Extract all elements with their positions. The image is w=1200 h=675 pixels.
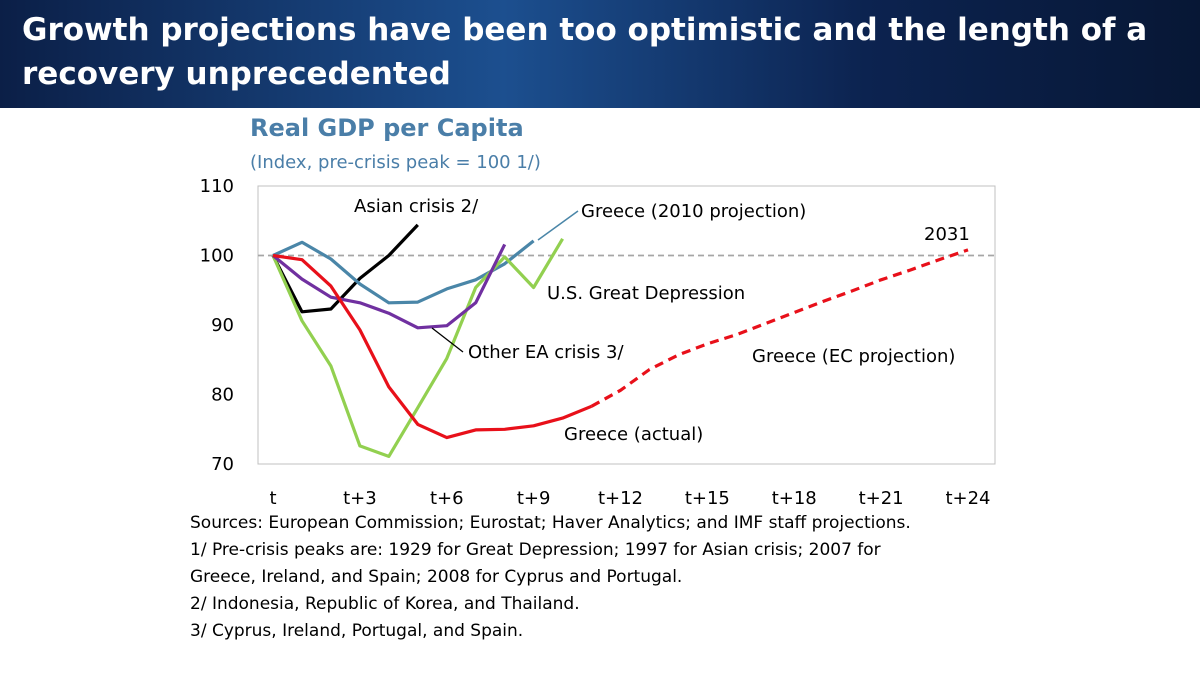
y-tick-label: 110 — [200, 176, 234, 197]
chart-subtitle: (Index, pre-crisis peak = 100 1/) — [250, 152, 541, 173]
note-1-line-1: 1/ Pre-crisis peaks are: 1929 for Great … — [190, 540, 881, 560]
x-tick-label: t+24 — [945, 488, 990, 509]
slide-title: Growth projections have been too optimis… — [22, 12, 1148, 92]
note-2: 2/ Indonesia, Republic of Korea, and Tha… — [190, 594, 580, 614]
y-tick-label: 90 — [211, 315, 234, 336]
note-sources: Sources: European Commission; Eurostat; … — [190, 513, 911, 533]
x-tick-label: t+9 — [517, 488, 551, 509]
y-tick-label: 100 — [200, 246, 234, 267]
chart-notes: Sources: European Commission; Eurostat; … — [190, 510, 1150, 645]
series-line-greece-ec-projection — [590, 248, 969, 408]
x-tick-label: t — [269, 488, 276, 509]
annotation-greece-2010-projection: Greece (2010 projection) — [581, 201, 806, 222]
y-tick-label: 80 — [211, 385, 234, 406]
note-3: 3/ Cyprus, Ireland, Portugal, and Spain. — [190, 621, 524, 641]
x-tick-label: t+3 — [343, 488, 377, 509]
x-tick-label: t+6 — [430, 488, 464, 509]
series-line-asian-crisis-2 — [271, 223, 419, 314]
series-line-greece-2010-projection — [272, 239, 535, 305]
series-line-greece-actual — [272, 253, 593, 440]
x-tick-label: t+15 — [685, 488, 730, 509]
x-tick-label: t+18 — [772, 488, 817, 509]
annotation-other-ea-crisis: Other EA crisis 3/ — [468, 342, 624, 363]
annotation-greece-actual: Greece (actual) — [564, 424, 703, 445]
x-tick-label: t+12 — [598, 488, 643, 509]
annotation-asian-crisis: Asian crisis 2/ — [354, 196, 479, 217]
x-tick-label: t+21 — [859, 488, 904, 509]
series-line-u-s-great-depression — [271, 237, 564, 458]
leader-greece-2010 — [537, 210, 579, 241]
leader-other-ea — [431, 327, 464, 353]
chart-title: Real GDP per Capita — [250, 114, 524, 142]
slide-header: Growth projections have been too optimis… — [0, 0, 1200, 108]
annotation-us-great-depression: U.S. Great Depression — [547, 283, 745, 304]
plot-area-frame — [257, 185, 996, 465]
series-line-other-ea-crisis-3 — [271, 243, 507, 330]
annotation-greece-ec-projection: Greece (EC projection) — [752, 346, 955, 367]
annotation-2031: 2031 — [924, 224, 970, 245]
y-tick-label: 70 — [211, 454, 234, 475]
note-1-line-2: Greece, Ireland, and Spain; 2008 for Cyp… — [190, 567, 683, 587]
